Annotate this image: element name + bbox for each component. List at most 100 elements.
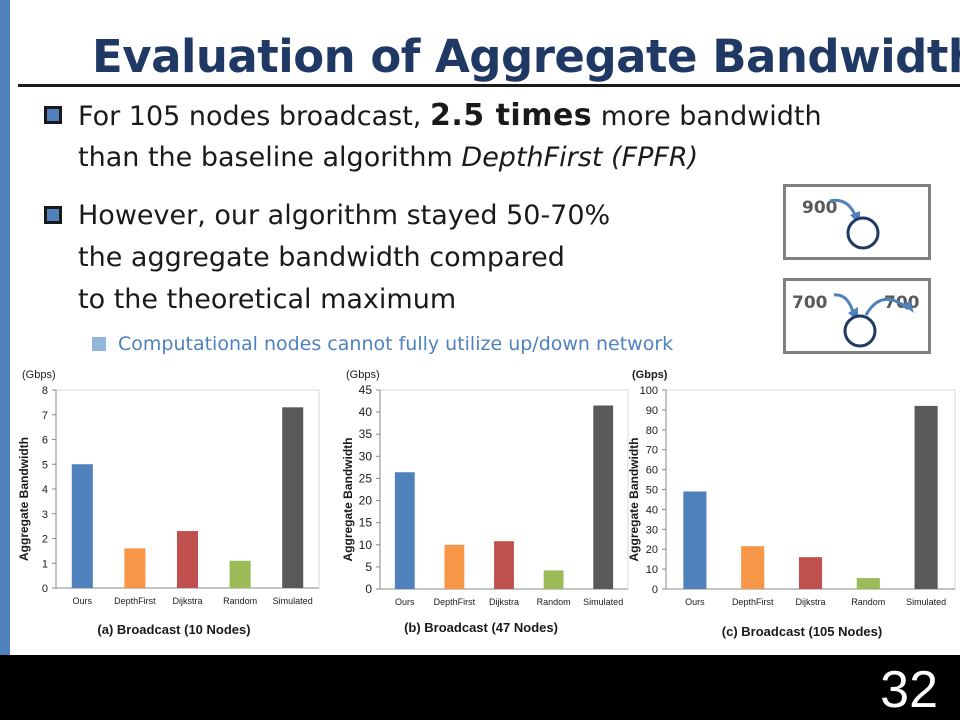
y-tick-label: 80 bbox=[646, 425, 658, 437]
x-tick-label: Dijkstra bbox=[489, 597, 519, 607]
diagram-relay-flow: 700 700 bbox=[783, 278, 931, 354]
y-tick-label: 1 bbox=[42, 558, 48, 570]
y-tick-label: 5 bbox=[365, 560, 372, 574]
diagram-top-label: 900 bbox=[802, 198, 838, 218]
sub-bullet-text: Computational nodes cannot fully utilize… bbox=[118, 333, 674, 355]
y-tick-label: 45 bbox=[359, 383, 373, 397]
node-circle-icon bbox=[843, 314, 877, 348]
chart-title: (b) Broadcast (47 Nodes) bbox=[404, 620, 558, 635]
y-tick-label: 20 bbox=[646, 544, 658, 556]
chart-svg: 0 5 10 15 20 25 30 35 40 45 Ours DepthFirst Dijkstra… bbox=[341, 369, 629, 635]
bullet-1-text-2: than the baseline algorithm bbox=[78, 142, 462, 173]
y-tick-label: 15 bbox=[359, 516, 373, 530]
y-tick-label: 70 bbox=[646, 445, 658, 457]
sub-bullet-marker bbox=[92, 337, 106, 351]
bar-dijkstra bbox=[494, 541, 514, 589]
bullet-1-italic: DepthFirst (FPFR) bbox=[461, 142, 699, 173]
y-tick-label: 0 bbox=[42, 583, 48, 595]
chart-broadcast-47: 0 5 10 15 20 25 30 35 40 45 Ours DepthFirst Dijkstra… bbox=[338, 360, 630, 655]
y-unit-label: (Gbps) bbox=[346, 369, 380, 381]
x-tick-label: Ours bbox=[395, 597, 415, 607]
x-tick-label: Ours bbox=[685, 597, 705, 607]
y-tick-label: 90 bbox=[646, 405, 658, 417]
bar-random bbox=[856, 578, 880, 589]
diagram-single-flow: 900 bbox=[783, 184, 931, 260]
y-tick-label: 40 bbox=[646, 504, 658, 516]
bullet-2-line-3: to the theoretical maximum bbox=[78, 284, 457, 315]
bar-simulated bbox=[282, 407, 304, 588]
bar-depthfirst bbox=[741, 546, 765, 589]
y-tick-label: 5 bbox=[42, 459, 48, 471]
y-tick-label: 50 bbox=[646, 485, 658, 497]
y-tick-label: 2 bbox=[42, 534, 48, 546]
title-underline bbox=[18, 84, 960, 87]
y-tick-label: 6 bbox=[42, 435, 48, 447]
y-tick-label: 20 bbox=[359, 494, 373, 508]
bullet-1-text-after: more bandwidth bbox=[592, 101, 822, 132]
bullet-marker bbox=[44, 206, 62, 224]
bullet-marker bbox=[44, 106, 62, 124]
x-tick-label: Simulated bbox=[906, 597, 946, 607]
bar-ours bbox=[71, 464, 93, 588]
slide-accent-bar bbox=[0, 0, 10, 655]
x-tick-label: Dijkstra bbox=[795, 597, 825, 607]
bar-depthfirst bbox=[124, 548, 146, 588]
y-tick-label: 30 bbox=[646, 524, 658, 536]
node-circle-icon bbox=[846, 216, 880, 250]
x-tick-label: DepthFirst bbox=[434, 597, 476, 607]
chart-title: (a) Broadcast (10 Nodes) bbox=[97, 622, 250, 637]
x-tick-label: Ours bbox=[73, 596, 93, 606]
y-tick-label: 8 bbox=[42, 385, 48, 397]
bullet-1-line-1: For 105 nodes broadcast, 2.5 times more … bbox=[78, 96, 822, 136]
x-tick-label: Random bbox=[537, 597, 571, 607]
x-tick-label: Simulated bbox=[583, 597, 623, 607]
y-tick-label: 0 bbox=[365, 582, 372, 596]
y-axis-title: Aggregate Bandwidth bbox=[17, 437, 31, 561]
y-tick-label: 35 bbox=[359, 427, 373, 441]
bar-ours bbox=[683, 491, 707, 589]
bullet-2-line-2: the aggregate bandwidth compared bbox=[78, 242, 565, 273]
arrow-head-icon bbox=[902, 301, 914, 313]
y-tick-label: 10 bbox=[359, 538, 373, 552]
x-tick-label: Random bbox=[851, 597, 885, 607]
chart-svg: 0 10 20 30 40 50 60 70 80 90 100 Ours DepthFirst Dijk… bbox=[627, 369, 956, 639]
bar-dijkstra bbox=[798, 557, 823, 589]
x-tick-label: Simulated bbox=[273, 596, 313, 606]
y-tick-label: 3 bbox=[42, 509, 48, 521]
y-tick-label: 60 bbox=[646, 465, 658, 477]
x-tick-label: DepthFirst bbox=[732, 597, 774, 607]
y-tick-label: 100 bbox=[640, 385, 658, 397]
slide-footer bbox=[0, 655, 960, 720]
y-tick-label: 30 bbox=[359, 449, 373, 463]
y-tick-label: 10 bbox=[646, 564, 658, 576]
bullet-2-line-1: However, our algorithm stayed 50-70% bbox=[78, 200, 611, 231]
chart-svg: 0 1 2 3 4 5 6 7 8 Ours DepthFirst Dijkstra Random Sim… bbox=[17, 369, 320, 637]
y-tick-label: 40 bbox=[359, 405, 373, 419]
chart-broadcast-105: 0 10 20 30 40 50 60 70 80 90 100 Ours DepthFirst Dijk… bbox=[627, 360, 960, 655]
chart-broadcast-10: 0 1 2 3 4 5 6 7 8 Ours DepthFirst Dijkstra Random Sim… bbox=[14, 360, 324, 655]
y-axis-title: Aggregate Bandwidth bbox=[627, 437, 641, 561]
y-tick-label: 25 bbox=[359, 471, 373, 485]
y-unit-label: (Gbps) bbox=[22, 369, 56, 381]
y-tick-label: 4 bbox=[42, 484, 48, 496]
y-unit-label: (Gbps) bbox=[632, 369, 668, 381]
bar-dijkstra bbox=[176, 531, 199, 588]
bar-random bbox=[229, 560, 251, 588]
bullet-1-emphasis: 2.5 times bbox=[429, 98, 593, 133]
x-tick-label: DepthFirst bbox=[114, 596, 156, 606]
bullet-1-line-2: than the baseline algorithm DepthFirst (… bbox=[78, 138, 698, 177]
bar-depthfirst bbox=[444, 544, 465, 589]
x-tick-label: Dijkstra bbox=[172, 596, 202, 606]
page-number: 32 bbox=[880, 661, 938, 719]
slide-title: Evaluation of Aggregate Bandwidth bbox=[92, 30, 960, 83]
bar-ours bbox=[394, 472, 415, 589]
chart-title: (c) Broadcast (105 Nodes) bbox=[722, 624, 882, 639]
y-tick-label: 0 bbox=[652, 584, 658, 596]
y-axis-title: Aggregate Bandwidth bbox=[341, 437, 355, 561]
bullet-1-text: For 105 nodes broadcast, bbox=[78, 101, 430, 132]
diagram-in-label: 700 bbox=[792, 293, 828, 313]
x-tick-label: Random bbox=[223, 596, 257, 606]
bar-simulated bbox=[593, 405, 614, 589]
y-tick-label: 7 bbox=[42, 410, 48, 422]
bar-random bbox=[543, 570, 564, 589]
